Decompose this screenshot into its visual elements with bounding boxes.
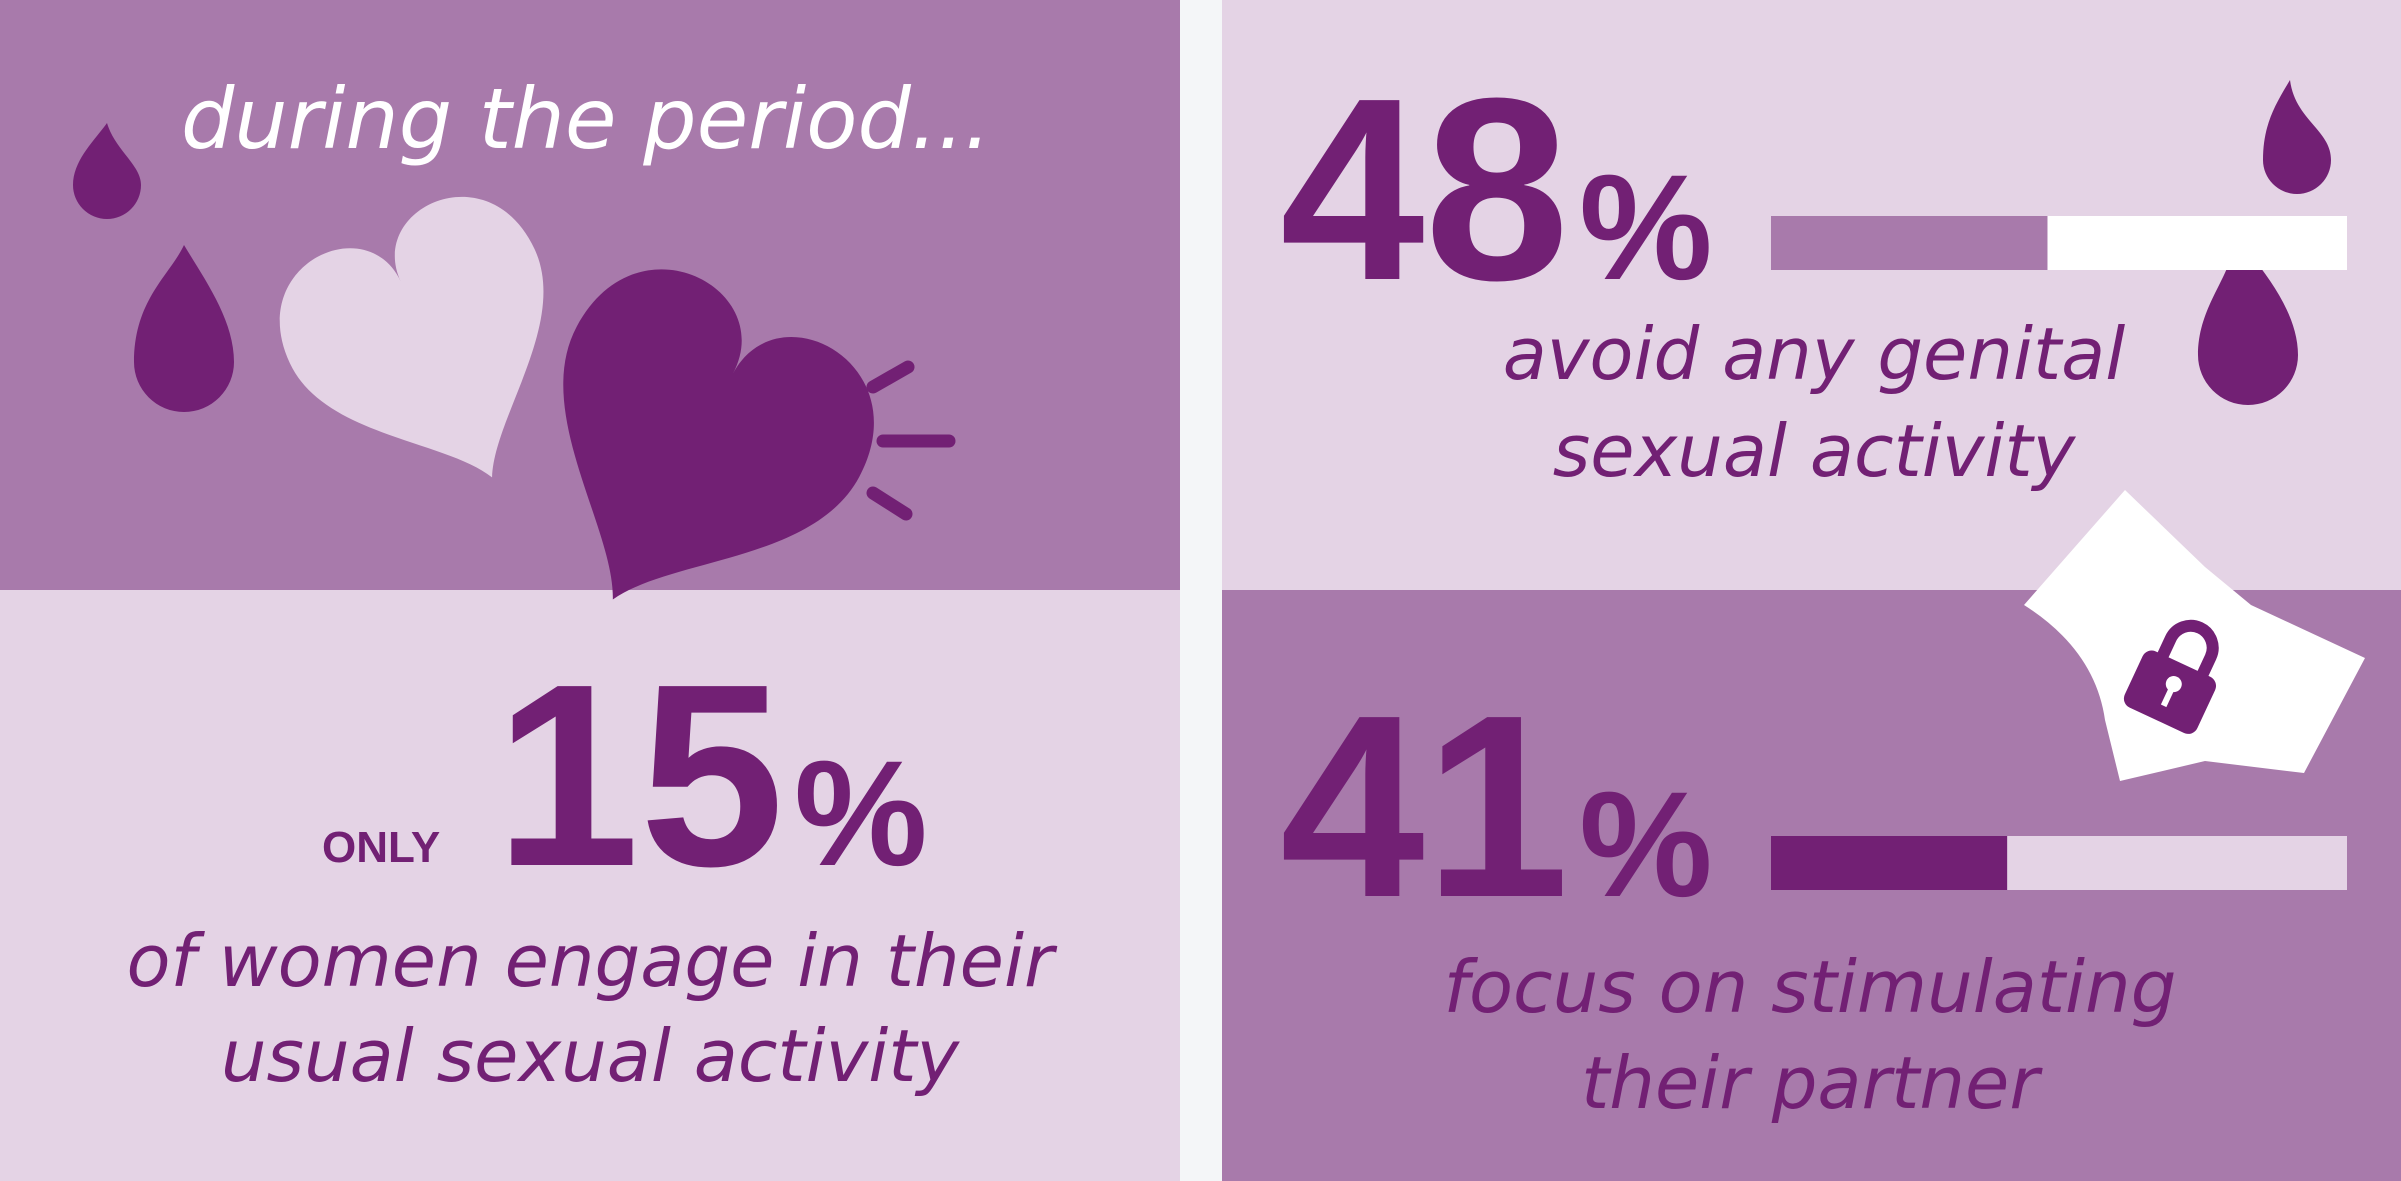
caption: avoid any genital <box>1503 312 2126 396</box>
spark <box>866 360 915 394</box>
caption: their partner <box>1581 1041 2043 1125</box>
stat-value: 41% <box>1280 662 1713 952</box>
drop-icon <box>2198 233 2298 405</box>
stat-value: 48% <box>1280 45 1713 335</box>
stat-value: 15% <box>495 631 928 921</box>
heart-icon <box>563 269 874 600</box>
drop-icon <box>73 123 141 219</box>
heart-icon <box>279 196 544 478</box>
caption: focus on stimulating <box>1444 945 2177 1029</box>
bar <box>1771 216 2048 270</box>
drop-icon <box>2263 80 2331 194</box>
caption: sexual activity <box>1553 409 2077 493</box>
qualifier: ONLY <box>322 823 440 872</box>
title: during the period... <box>181 70 991 168</box>
panel <box>0 590 1180 1181</box>
lock-icon <box>2123 619 2219 734</box>
panel <box>1222 0 2401 590</box>
keyhole <box>2160 684 2176 708</box>
drop-icon <box>134 245 234 412</box>
caption: of women engage in their <box>126 919 1058 1003</box>
spark-lines <box>866 360 956 521</box>
bar <box>1771 836 2008 890</box>
spark <box>866 486 913 521</box>
lock-shackle <box>2156 619 2219 678</box>
underwear-icon <box>2024 490 2365 781</box>
drops <box>73 80 2331 412</box>
caption: usual sexual activity <box>221 1014 961 1098</box>
